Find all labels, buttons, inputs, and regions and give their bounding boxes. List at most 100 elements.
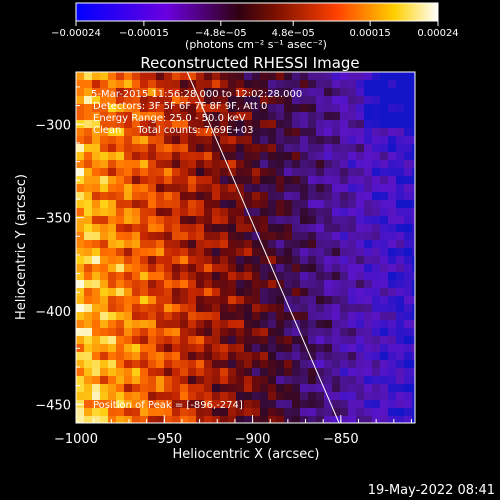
heatmap-cell bbox=[132, 128, 140, 136]
heatmap-cell bbox=[340, 280, 348, 288]
heatmap-cell bbox=[164, 88, 172, 96]
heatmap-cell bbox=[124, 192, 132, 200]
heatmap-cell bbox=[84, 408, 92, 416]
heatmap-cell bbox=[188, 376, 196, 384]
heatmap-cell bbox=[148, 272, 156, 280]
heatmap-cell bbox=[84, 272, 92, 280]
heatmap-cell bbox=[276, 296, 284, 304]
heatmap-cell bbox=[188, 288, 196, 296]
heatmap-cell bbox=[380, 344, 388, 352]
heatmap-cell bbox=[76, 256, 84, 264]
heatmap-cell bbox=[140, 168, 148, 176]
heatmap-cell bbox=[268, 272, 276, 280]
heatmap-cell bbox=[260, 152, 268, 160]
heatmap-cell bbox=[220, 344, 228, 352]
heatmap-cell bbox=[348, 352, 356, 360]
heatmap-cell bbox=[348, 160, 356, 168]
heatmap-cell bbox=[76, 144, 84, 152]
heatmap-cell bbox=[268, 248, 276, 256]
heatmap-cell bbox=[276, 384, 284, 392]
heatmap-cell bbox=[268, 320, 276, 328]
heatmap-cell bbox=[100, 208, 108, 216]
heatmap-cell bbox=[116, 272, 124, 280]
heatmap-cell bbox=[180, 304, 188, 312]
heatmap-cell bbox=[228, 400, 236, 408]
heatmap-cell bbox=[388, 296, 396, 304]
heatmap-cell bbox=[92, 336, 100, 344]
heatmap-cell bbox=[332, 272, 340, 280]
heatmap-cell bbox=[132, 416, 140, 423]
heatmap-cell bbox=[140, 80, 148, 88]
heatmap-cell bbox=[180, 232, 188, 240]
heatmap-cell bbox=[148, 368, 156, 376]
heatmap-cell bbox=[140, 392, 148, 400]
heatmap-cell bbox=[300, 312, 308, 320]
heatmap-cell bbox=[140, 272, 148, 280]
heatmap-cell bbox=[348, 400, 356, 408]
heatmap-cell bbox=[404, 144, 412, 152]
heatmap-cell bbox=[76, 200, 84, 208]
heatmap-cell bbox=[364, 256, 372, 264]
heatmap-cell bbox=[164, 256, 172, 264]
heatmap-cell bbox=[100, 88, 108, 96]
heatmap-cell bbox=[180, 104, 188, 112]
x-tick-label: −850 bbox=[323, 432, 359, 447]
heatmap-cell bbox=[124, 352, 132, 360]
heatmap-cell bbox=[412, 320, 415, 328]
heatmap-cell bbox=[140, 176, 148, 184]
heatmap-cell bbox=[396, 264, 404, 272]
heatmap-cell bbox=[108, 224, 116, 232]
heatmap-cell bbox=[236, 88, 244, 96]
heatmap-cell bbox=[92, 416, 100, 423]
heatmap-cell bbox=[364, 104, 372, 112]
heatmap-cell bbox=[236, 312, 244, 320]
heatmap-cell bbox=[124, 240, 132, 248]
heatmap-cell bbox=[212, 248, 220, 256]
heatmap-cell bbox=[380, 248, 388, 256]
heatmap-cell bbox=[332, 320, 340, 328]
heatmap-cell bbox=[228, 200, 236, 208]
heatmap-cell bbox=[204, 288, 212, 296]
heatmap-cell bbox=[164, 184, 172, 192]
heatmap-cell bbox=[332, 264, 340, 272]
heatmap-cell bbox=[332, 400, 340, 408]
heatmap-cell bbox=[108, 144, 116, 152]
heatmap-cell bbox=[404, 96, 412, 104]
heatmap-cell bbox=[268, 80, 276, 88]
heatmap-cell bbox=[300, 264, 308, 272]
heatmap-cell bbox=[300, 200, 308, 208]
heatmap-cell bbox=[292, 264, 300, 272]
heatmap-cell bbox=[404, 336, 412, 344]
heatmap-cell bbox=[260, 296, 268, 304]
heatmap-cell bbox=[156, 248, 164, 256]
heatmap-cell bbox=[172, 232, 180, 240]
heatmap-cell bbox=[100, 312, 108, 320]
heatmap-cell bbox=[180, 80, 188, 88]
heatmap-cell bbox=[140, 368, 148, 376]
heatmap-cell bbox=[84, 160, 92, 168]
heatmap-cell bbox=[100, 240, 108, 248]
heatmap-cell bbox=[316, 320, 324, 328]
heatmap-cell bbox=[276, 312, 284, 320]
heatmap-cell bbox=[196, 96, 204, 104]
heatmap-cell bbox=[212, 368, 220, 376]
heatmap-cell bbox=[300, 384, 308, 392]
heatmap-cell bbox=[364, 240, 372, 248]
heatmap-cell bbox=[268, 136, 276, 144]
heatmap-cell bbox=[204, 152, 212, 160]
heatmap-cell bbox=[292, 216, 300, 224]
heatmap-cell bbox=[308, 400, 316, 408]
heatmap-cell bbox=[100, 192, 108, 200]
heatmap-cell bbox=[260, 320, 268, 328]
heatmap-cell bbox=[180, 280, 188, 288]
heatmap-cell bbox=[356, 96, 364, 104]
heatmap-cell bbox=[404, 376, 412, 384]
heatmap-cell bbox=[252, 232, 260, 240]
heatmap-cell bbox=[228, 240, 236, 248]
heatmap-cell bbox=[404, 128, 412, 136]
heatmap-cell bbox=[364, 168, 372, 176]
heatmap-cell bbox=[396, 312, 404, 320]
heatmap-cell bbox=[220, 384, 228, 392]
heatmap-cell bbox=[172, 216, 180, 224]
heatmap-cell bbox=[164, 384, 172, 392]
